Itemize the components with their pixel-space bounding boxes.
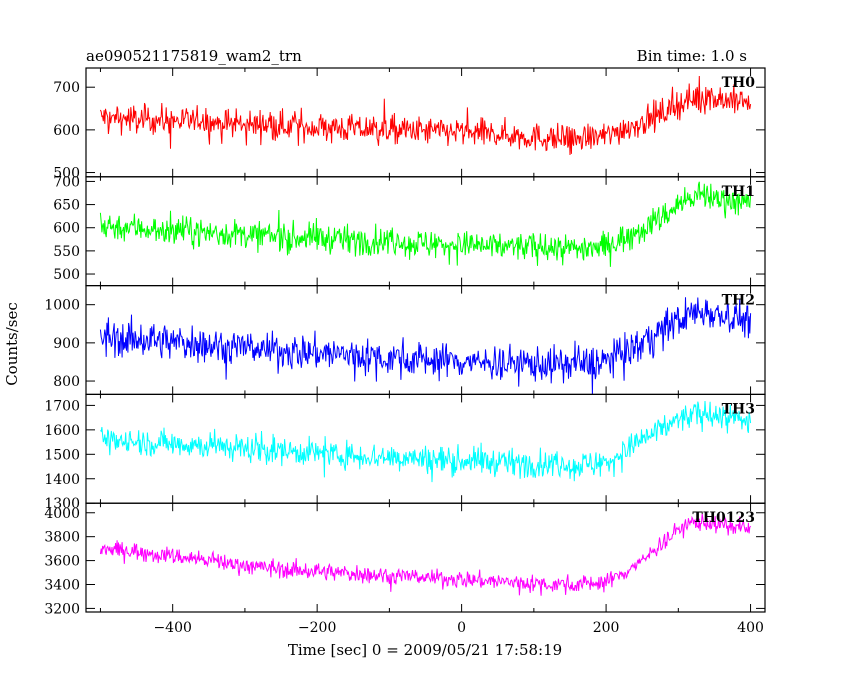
y-tick-label: 3800 (44, 530, 80, 546)
series-label-th1: TH1 (722, 184, 755, 200)
y-tick-label: 500 (53, 267, 80, 283)
x-tick-label: 0 (457, 620, 466, 636)
y-tick-label: 700 (53, 80, 80, 96)
panel-frame (85, 502, 766, 613)
panel-frame (85, 176, 766, 287)
y-tick-label: 600 (53, 221, 80, 237)
panel-th0: 500 600 700 TH0 (53, 67, 766, 182)
y-tick-label: 1500 (44, 447, 80, 463)
y-tick-label: 1400 (44, 472, 80, 488)
y-tick-label: 1700 (44, 398, 80, 414)
y-tick-label: 700 (53, 174, 80, 190)
x-axis-label: Time [sec] 0 = 2009/05/21 17:58:19 (288, 641, 562, 659)
y-tick-label: 1600 (44, 423, 80, 439)
y-axis-label: Counts/sec (3, 302, 21, 386)
x-tick-label: −400 (153, 620, 191, 636)
series-label-th0: TH0 (722, 75, 756, 91)
y-tick-label: 550 (53, 244, 80, 260)
y-tick-label: 3400 (44, 578, 80, 594)
y-tick-label: 1300 (44, 496, 80, 512)
panel-th3: 1300 1400 1500 1600 1700 TH3 (44, 393, 766, 512)
series-label-th2: TH2 (722, 293, 755, 309)
series-line-th1 (99, 181, 752, 267)
series-line-th0 (99, 75, 752, 156)
y-tick-label: 800 (53, 374, 80, 390)
y-tick-label: 900 (53, 336, 80, 352)
y-tick-label: 3600 (44, 554, 80, 570)
panel-th1: 500 550 600 650 700 TH1 (53, 174, 766, 287)
y-tick-label: 500 (53, 166, 80, 182)
y-tick-label: 1000 (44, 298, 80, 314)
chart-title: ae090521175819_wam2_trn (86, 47, 302, 65)
y-tick-label: 3200 (44, 601, 80, 617)
y-tick-label: 4000 (44, 506, 80, 522)
series-line-th3 (100, 400, 752, 483)
x-tick-label: −200 (298, 620, 336, 636)
y-tick-label: 650 (53, 198, 80, 214)
y-tick-label: 600 (53, 123, 80, 139)
series-line-th2 (99, 297, 752, 395)
series-line-th0123 (99, 513, 752, 596)
panel-th2: 800 900 1000 TH2 (44, 285, 766, 396)
x-tick-label: 400 (737, 620, 764, 636)
bin-time-label: Bin time: 1.0 s (637, 47, 747, 65)
series-label-th3: TH3 (722, 401, 755, 417)
panel-frame (85, 67, 766, 178)
series-label-th0123: TH0123 (692, 510, 755, 526)
panel-th0123: 3200 3400 3600 3800 4000 TH0123 (44, 502, 766, 617)
x-tick-label: 200 (593, 620, 620, 636)
